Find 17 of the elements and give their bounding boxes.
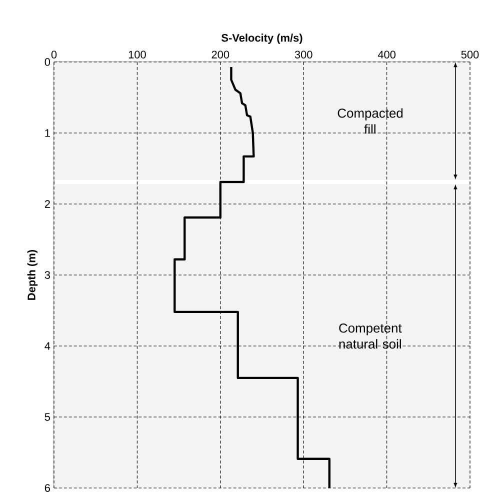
y-tick-label: 3 — [44, 271, 50, 279]
x-tick-label: 400 — [378, 50, 396, 58]
x-tick-label: 300 — [294, 50, 312, 58]
x-tick-label: 200 — [212, 50, 230, 58]
x-tick-label: 100 — [128, 50, 146, 58]
y-tick-label: 2 — [44, 200, 50, 208]
band-label: Compacted fill — [338, 108, 403, 134]
y-axis-title: Depth (m) — [27, 250, 38, 300]
band-label: Competent natural soil — [339, 324, 402, 349]
y-tick-label: 4 — [44, 342, 50, 350]
y-tick-label: 6 — [44, 484, 50, 492]
y-tick-label: 0 — [44, 58, 50, 66]
x-tick-label: 500 — [461, 50, 479, 58]
x-axis-title: S-Velocity (m/s) — [222, 34, 302, 44]
y-tick-label: 5 — [44, 413, 50, 421]
y-tick-label: 1 — [45, 129, 50, 137]
x-tick-label: 0 — [51, 50, 57, 58]
